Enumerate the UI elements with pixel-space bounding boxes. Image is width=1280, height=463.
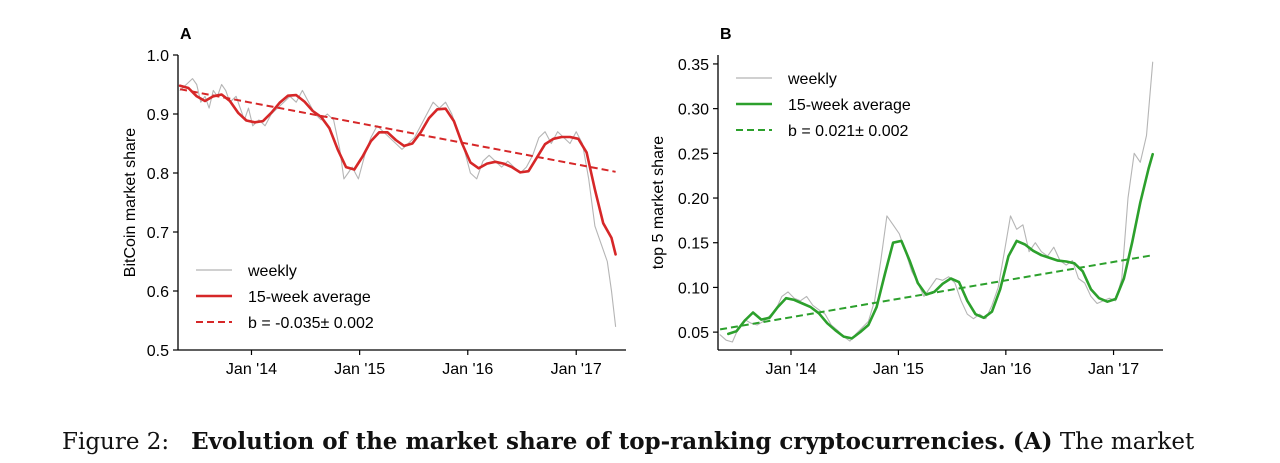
y-tick-label: 0.25 [678,146,709,163]
y-tick-label: 0.30 [678,102,709,119]
legend-label: 15-week average [248,289,371,306]
panel-label: A [180,26,192,43]
y-tick-label: 0.15 [678,236,709,253]
legend-label: b = -0.035± 0.002 [248,315,374,332]
x-tick-label: Jan '17 [551,361,602,378]
panel-label: B [720,26,732,43]
y-tick-label: 0.5 [147,343,169,360]
caption-bold-panel: (A) [1012,428,1053,455]
x-tick-label: Jan '16 [442,361,493,378]
panel-a-chart: A 0.5 0.6 0.7 0.8 0.9 1.0 Jan '14 Jan '15 Jan '16… [122,26,626,378]
caption-text: The market [1059,429,1195,455]
series-line-average [727,152,1154,340]
panel-b-chart: B 0.05 0.10 0.15 0.20 0.25 0.30 0.35 Jan '14 Jan … [650,26,1163,378]
y-axis-label: BitCoin market share [122,128,139,277]
legend-label: weekly [787,71,837,88]
x-tick-label: Jan '16 [980,361,1031,378]
legend-label: b = 0.021± 0.002 [788,123,909,140]
series-line-fit [719,254,1153,331]
figure-caption: Figure 2: Evolution of the market share … [62,428,1272,455]
legend-label: weekly [247,263,297,280]
y-tick-label: 0.20 [678,191,709,208]
y-tick-label: 0.05 [678,325,709,342]
y-tick-label: 0.7 [147,225,169,242]
y-tick-label: 0.10 [678,280,709,297]
caption-bold-title: Evolution of the market share of top-ran… [191,428,1006,455]
caption-label: Figure 2: [62,429,170,455]
x-tick-label: Jan '15 [334,361,385,378]
x-tick-label: Jan '14 [765,361,816,378]
y-tick-label: 0.35 [678,57,709,74]
y-tick-label: 0.6 [147,284,169,301]
y-axis-label: top 5 market share [650,136,667,270]
series-line-average [178,84,617,256]
series-line-weekly [719,61,1154,343]
legend: weekly 15-week average b = -0.035± 0.002 [196,263,374,332]
legend-label: 15-week average [788,97,911,114]
y-tick-label: 0.9 [147,107,169,124]
x-tick-label: Jan '15 [873,361,924,378]
x-tick-label: Jan '17 [1088,361,1139,378]
legend: weekly 15-week average b = 0.021± 0.002 [736,71,911,140]
series-line-fit [179,88,616,173]
y-tick-label: 1.0 [147,48,169,65]
series-line-weekly [179,78,617,327]
y-tick-label: 0.8 [147,166,169,183]
x-tick-label: Jan '14 [226,361,277,378]
